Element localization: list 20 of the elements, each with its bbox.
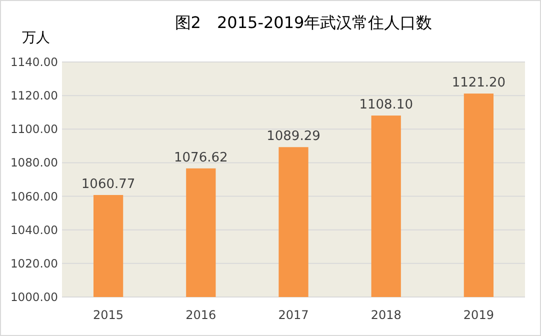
data-label: 1060.77: [81, 176, 136, 192]
data-label: 1076.62: [174, 150, 228, 166]
y-tick-label: 1140.00: [10, 55, 58, 69]
y-axis-title: 万人: [22, 30, 50, 46]
x-tick-label: 2018: [370, 308, 402, 322]
x-tick-label: 2016: [186, 308, 216, 322]
y-tick-label: 1060.00: [10, 189, 58, 204]
y-tick-label: 1040.00: [10, 222, 58, 237]
x-tick-label: 2017: [278, 308, 309, 322]
y-tick-label: 1000.00: [10, 290, 58, 304]
y-tick-label: 1120.00: [10, 88, 58, 103]
y-tick-label: 1080.00: [10, 156, 58, 170]
y-tick-label: 1100.00: [10, 122, 58, 136]
data-label: 1121.20: [452, 76, 506, 91]
x-tick-label: 2019: [463, 308, 494, 322]
x-tick-label: 2015: [93, 308, 124, 322]
chart-title: 图2 2015-2019年武汉常住人口数: [174, 13, 432, 32]
data-label: 1089.29: [266, 129, 320, 144]
data-label: 1108.10: [359, 98, 413, 113]
y-tick-label: 1020.00: [10, 256, 58, 270]
